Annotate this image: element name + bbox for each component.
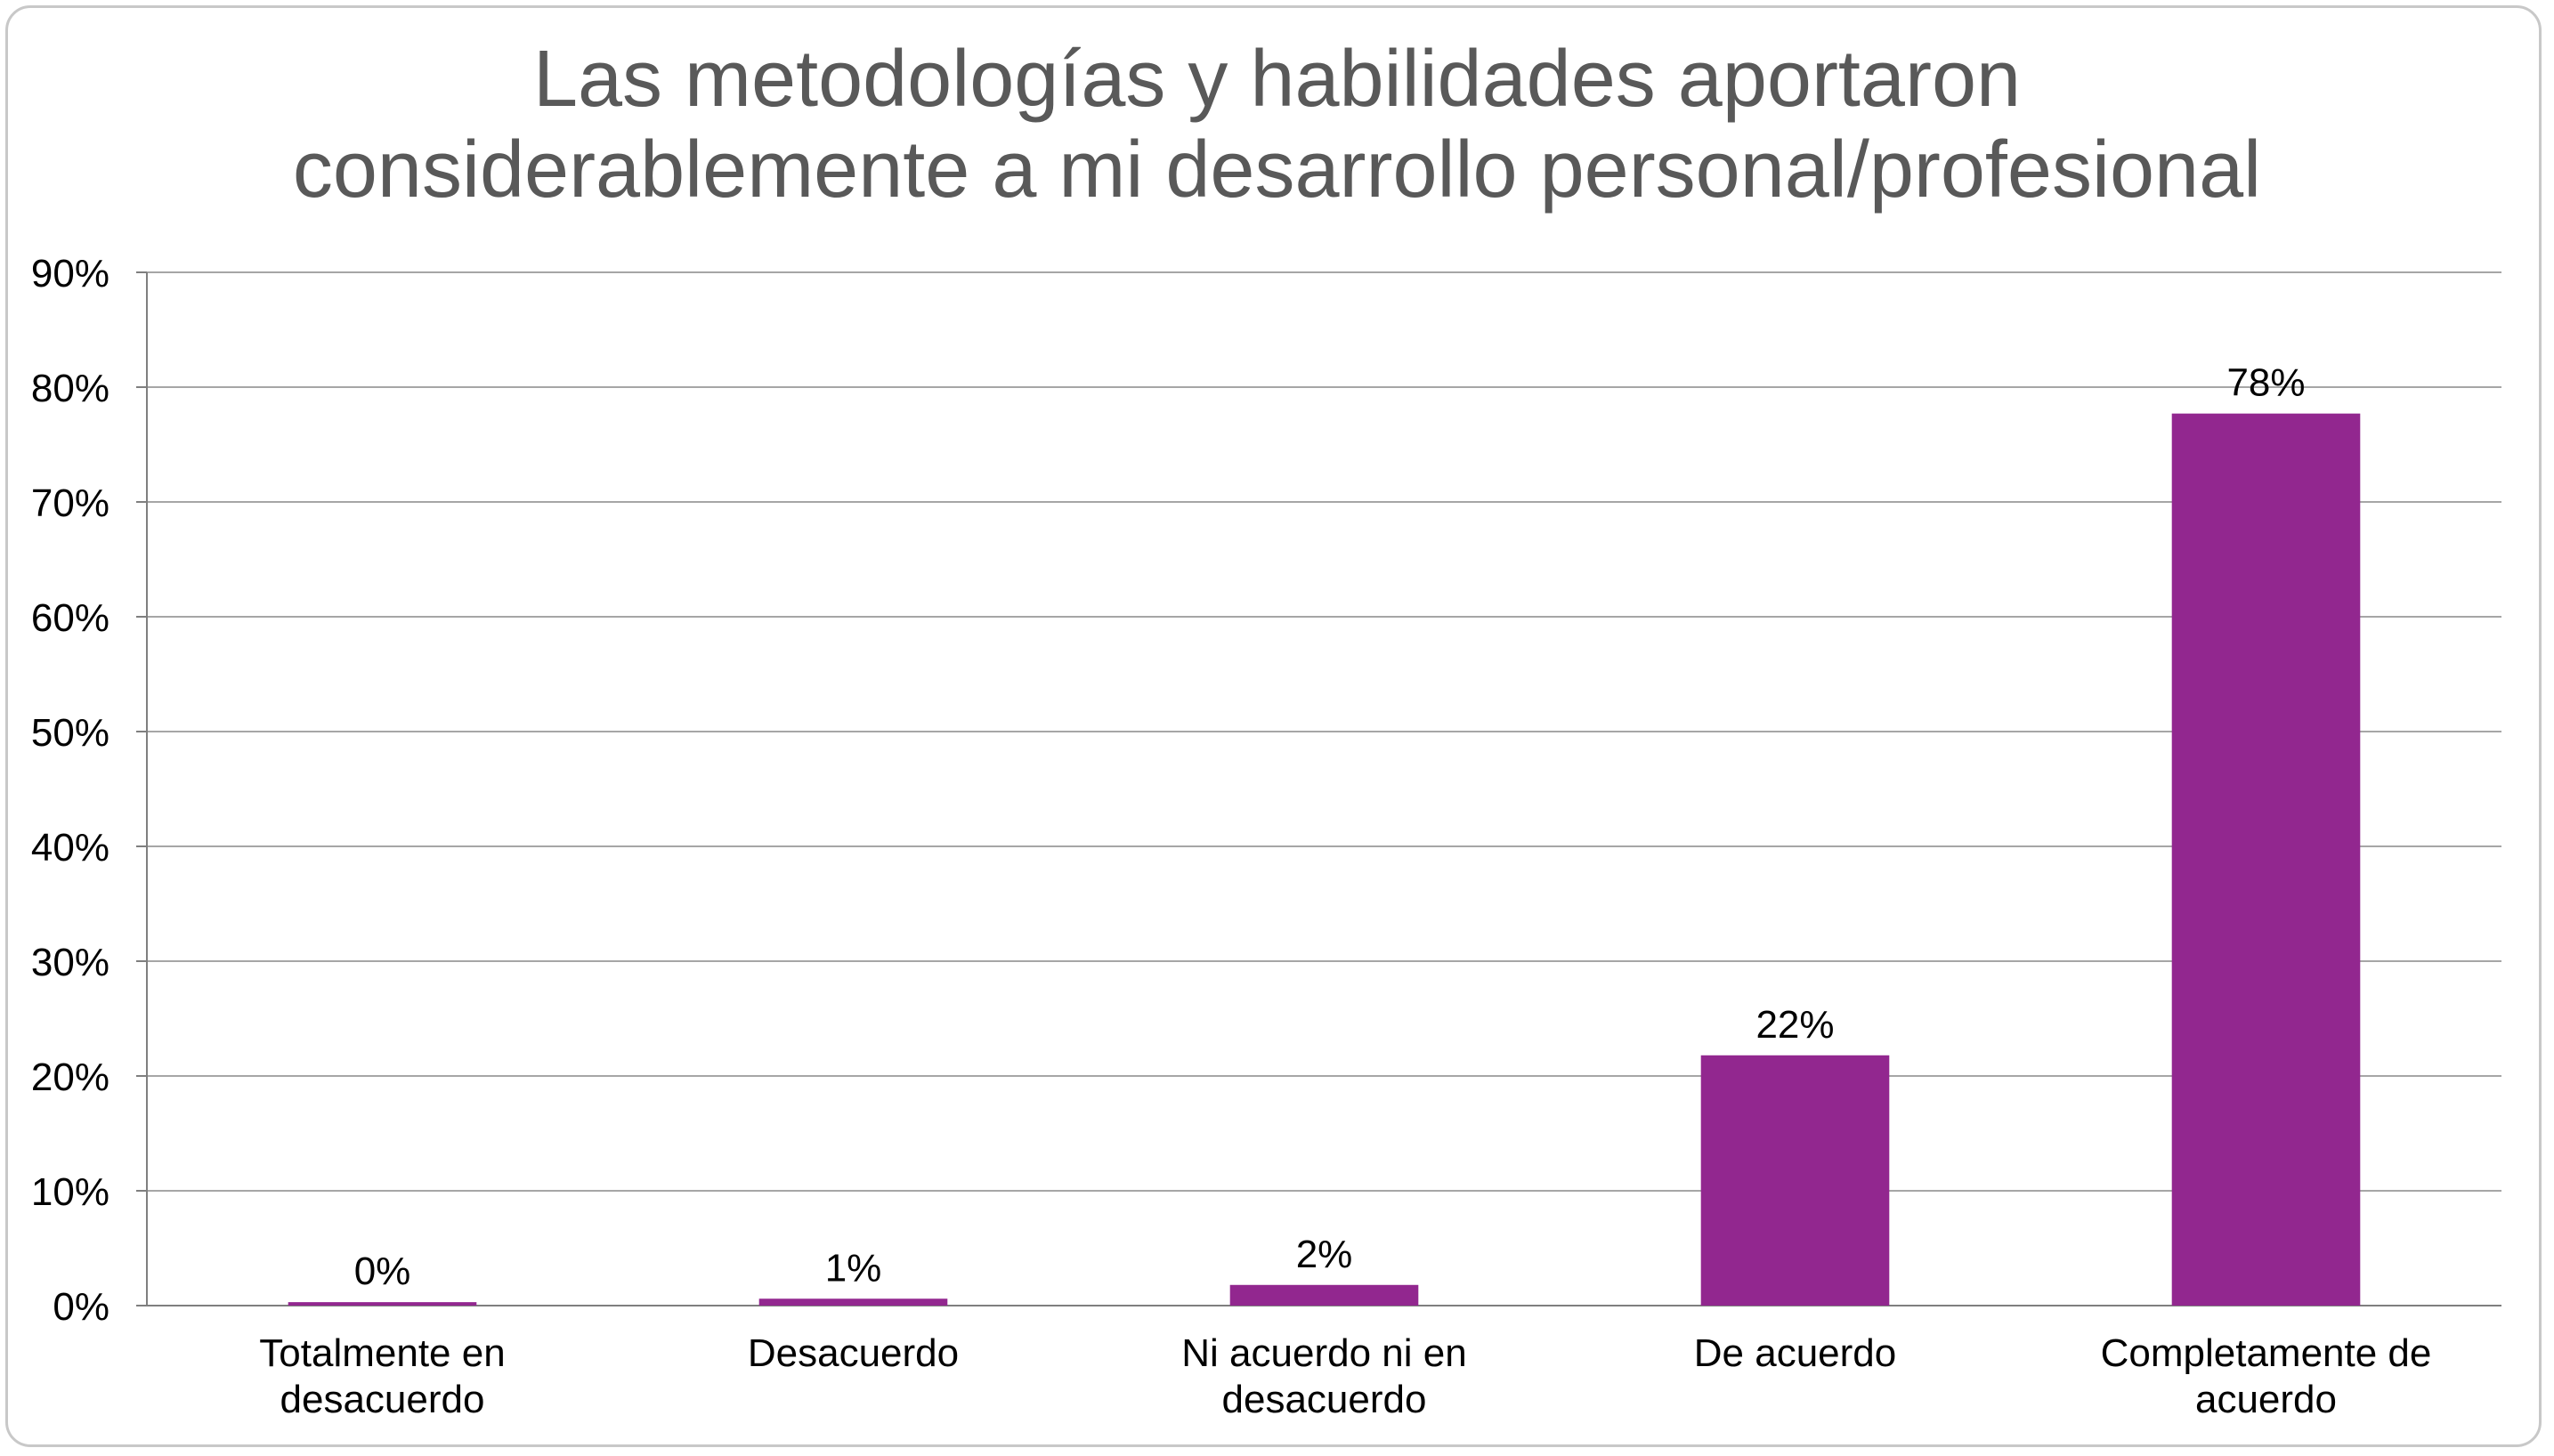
gridlines: [147, 271, 2501, 1306]
y-tick-label: 90%: [31, 252, 109, 295]
y-tick-label: 40%: [31, 826, 109, 870]
data-label: 2%: [1296, 1233, 1353, 1276]
y-tick-label: 60%: [31, 596, 109, 640]
bar: [1229, 1284, 1419, 1306]
y-tick-label: 30%: [31, 941, 109, 984]
y-tick-label: 0%: [53, 1285, 109, 1329]
y-tick-label: 50%: [31, 711, 109, 755]
x-tick-label: Totalmente en desacuerdo: [259, 1331, 505, 1421]
data-label: 0%: [354, 1250, 411, 1293]
x-tick-label: De acuerdo: [1694, 1331, 1896, 1375]
data-labels: 0% 1% 2% 22% 78%: [354, 361, 2306, 1293]
y-tick-label: 20%: [31, 1056, 109, 1099]
x-axis: Totalmente en desacuerdo Desacuerdo Ni acue…: [259, 1331, 2431, 1421]
bar: [758, 1298, 948, 1306]
chart-frame: [5, 5, 2542, 1447]
data-label: 1%: [825, 1246, 882, 1290]
data-label: 78%: [2226, 361, 2305, 405]
bar: [1700, 1055, 1890, 1306]
x-tick-label: Completamente de acuerdo: [2101, 1331, 2432, 1421]
data-label: 22%: [1755, 1003, 1834, 1047]
y-tick-label: 10%: [31, 1170, 109, 1214]
bars: [288, 413, 2361, 1306]
chart-title-line-1: Las metodologías y habilidades aportaron: [532, 35, 2022, 124]
bar: [2171, 413, 2361, 1306]
bar: [288, 1302, 477, 1306]
y-axis: 0% 10% 20% 30% 40% 50% 60% 70% 80% 90%: [31, 252, 148, 1329]
y-tick-label: 70%: [31, 481, 109, 525]
x-tick-label: Ni acuerdo ni en desacuerdo: [1181, 1331, 1466, 1421]
chart-title-line-2: considerablemente a mi desarrollo person…: [292, 125, 2262, 214]
x-tick-label: Desacuerdo: [748, 1331, 959, 1375]
y-tick-label: 80%: [31, 367, 109, 410]
chart-title: Las metodologías y habilidades aportaron…: [0, 34, 2554, 215]
